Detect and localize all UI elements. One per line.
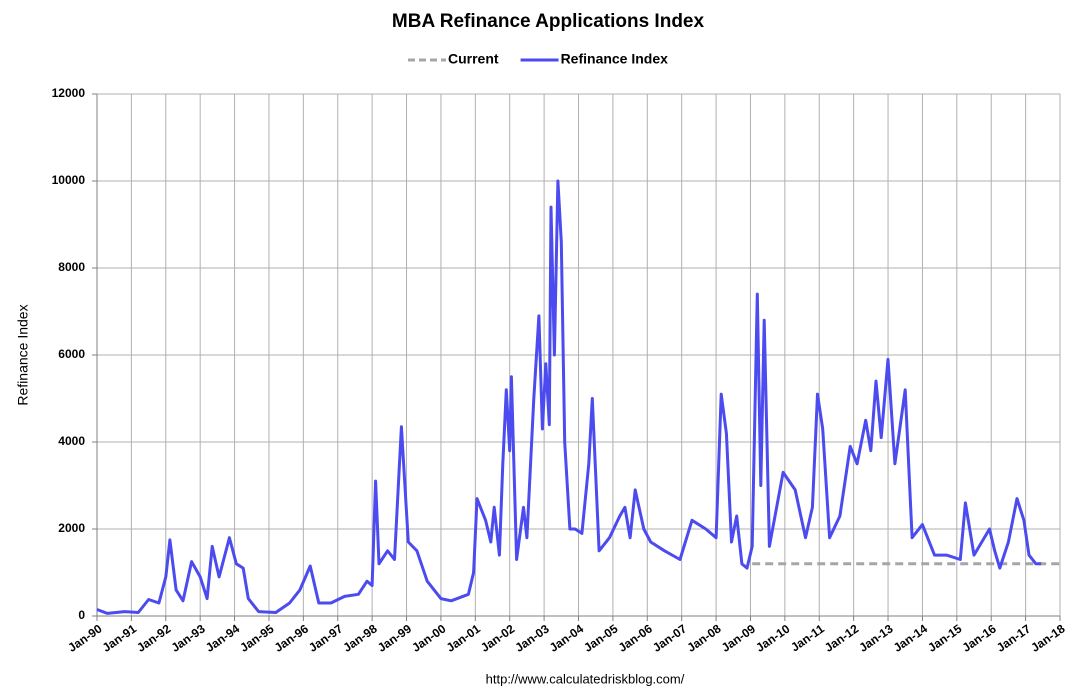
x-tick-label: Jan-02 <box>478 621 517 654</box>
x-tick-label: Jan-01 <box>444 621 483 654</box>
x-tick-label: Jan-99 <box>375 621 414 654</box>
x-tick-label: Jan-16 <box>960 621 999 654</box>
y-axis-label: Refinance Index <box>15 304 31 405</box>
x-tick-label: Jan-13 <box>856 621 895 654</box>
y-tick-label: 8000 <box>58 260 85 274</box>
x-tick-label: Jan-03 <box>512 621 551 654</box>
x-tick-label: Jan-12 <box>822 621 861 654</box>
x-tick-label: Jan-17 <box>994 621 1033 654</box>
x-tick-label: Jan-95 <box>237 621 276 654</box>
x-tick-label: Jan-09 <box>719 621 758 654</box>
x-tick-label: Jan-00 <box>409 621 448 654</box>
y-tick-label: 4000 <box>58 434 85 448</box>
x-tick-label: Jan-97 <box>306 621 345 654</box>
x-tick-label: Jan-04 <box>547 621 586 654</box>
x-tick-label: Jan-05 <box>581 621 620 654</box>
x-tick-label: Jan-92 <box>134 621 173 654</box>
y-tick-label: 10000 <box>52 173 86 187</box>
x-tick-label: Jan-15 <box>925 621 964 654</box>
x-tick-label: Jan-93 <box>169 621 208 654</box>
y-tick-label: 6000 <box>58 347 85 361</box>
x-tick-label: Jan-98 <box>340 621 379 654</box>
line-series <box>96 179 1042 615</box>
source: http://www.calculatedriskblog.com/ <box>486 671 685 686</box>
legend-label: Refinance Index <box>561 51 669 67</box>
x-tick-label: Jan-08 <box>684 621 723 654</box>
legend-label: Current <box>448 51 499 67</box>
x-tick-label: Jan-94 <box>203 621 242 654</box>
x-tick-label: Jan-14 <box>891 621 930 654</box>
x-tick-label: Jan-06 <box>616 621 655 654</box>
y-tick-label: 12000 <box>52 86 86 100</box>
x-tick-label: Jan-10 <box>753 621 792 654</box>
y-tick-label: 2000 <box>58 521 85 535</box>
x-tick-label: Jan-91 <box>100 621 139 654</box>
x-tick-label: Jan-18 <box>1028 621 1067 654</box>
x-tick-label: Jan-11 <box>788 621 827 654</box>
x-tick-label: Jan-90 <box>65 621 104 654</box>
chart-title: MBA Refinance Applications Index <box>392 11 705 32</box>
x-tick-label: Jan-96 <box>272 621 311 654</box>
x-tick-label: Jan-07 <box>650 621 689 654</box>
y-tick-label: 0 <box>78 608 85 622</box>
